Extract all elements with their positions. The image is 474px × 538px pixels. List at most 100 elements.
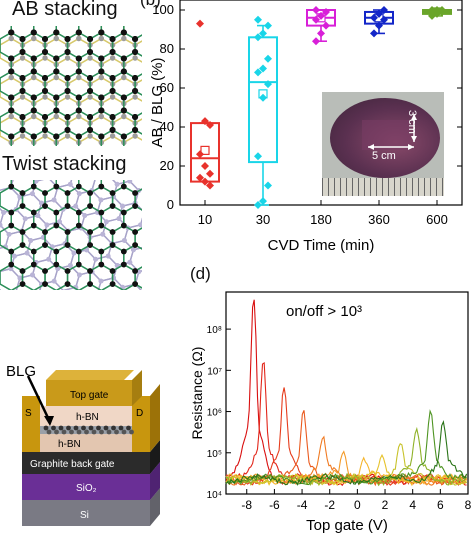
- atom: [30, 261, 37, 268]
- hexagon: [123, 51, 142, 79]
- atom: [64, 190, 71, 196]
- data-point: [206, 121, 214, 130]
- atom: [109, 55, 116, 61]
- atom: [19, 190, 26, 196]
- atom: [31, 113, 37, 120]
- atom: [64, 88, 71, 94]
- data-point: [380, 15, 388, 24]
- atom: [42, 94, 48, 100]
- atom: [132, 88, 139, 94]
- atom: [24, 250, 30, 256]
- y-tick-label: 40: [160, 119, 174, 134]
- atom: [64, 49, 71, 55]
- atom: [33, 180, 39, 184]
- atom: [0, 222, 3, 228]
- atom: [8, 55, 15, 62]
- atom: [8, 74, 14, 81]
- data-point: [196, 19, 204, 28]
- blg-atom: [46, 429, 52, 435]
- atom: [19, 133, 26, 139]
- atom: [76, 183, 82, 190]
- atom: [109, 94, 116, 100]
- data-point: [312, 6, 320, 14]
- atom: [132, 75, 139, 81]
- atom: [39, 200, 44, 206]
- dimension-arrows: [368, 114, 417, 150]
- atom: [109, 190, 116, 196]
- data-point: [322, 21, 330, 30]
- atom: [132, 49, 139, 55]
- x-tick-label: 4: [409, 498, 416, 512]
- atom: [76, 191, 82, 197]
- data-point: [201, 177, 209, 186]
- atom: [87, 88, 94, 94]
- lattice-layer: [0, 180, 142, 290]
- atom: [75, 55, 82, 62]
- atom: [75, 107, 82, 114]
- blg-atom: [66, 425, 71, 431]
- data-point: [375, 21, 383, 30]
- data-point: [254, 152, 262, 161]
- atom: [109, 242, 116, 248]
- resistance-curve: [225, 426, 468, 487]
- atom: [8, 222, 15, 229]
- atom: [84, 247, 89, 253]
- atom: [109, 281, 116, 287]
- y-tick-label: 0: [167, 197, 174, 212]
- atom: [109, 268, 116, 274]
- twist-stacking-lattice: [0, 180, 142, 290]
- atom: [103, 219, 109, 225]
- data-point: [206, 181, 214, 190]
- x-tick-label: 6: [437, 498, 444, 512]
- atom: [30, 183, 37, 190]
- atom: [76, 261, 82, 268]
- atom: [132, 190, 138, 196]
- y-tick-label: 20: [160, 158, 174, 173]
- x-tick-label: 30: [256, 212, 270, 227]
- atom: [53, 35, 59, 42]
- data-point: [254, 33, 262, 42]
- blg-atom: [76, 429, 82, 435]
- blg-atom: [99, 429, 104, 435]
- atom: [64, 114, 71, 120]
- atom: [17, 194, 23, 200]
- blg-atom: [114, 429, 119, 435]
- atom: [127, 259, 133, 265]
- atom: [109, 49, 116, 55]
- data-point: [259, 197, 267, 206]
- atom: [8, 209, 15, 216]
- atom: [30, 209, 37, 216]
- data-point: [264, 181, 272, 190]
- atom: [76, 222, 82, 229]
- data-point: [375, 9, 383, 18]
- blg-atom: [54, 429, 59, 435]
- atom: [42, 127, 49, 133]
- ab-stacking-title: AB stacking: [12, 0, 118, 20]
- data-point: [201, 117, 209, 126]
- atom: [105, 253, 111, 259]
- atom: [19, 55, 26, 61]
- atom: [87, 203, 93, 209]
- atom: [64, 55, 71, 61]
- atom: [42, 36, 49, 42]
- atom: [51, 197, 57, 203]
- atom: [42, 49, 49, 55]
- atom: [53, 55, 60, 62]
- blg-atom: [84, 429, 89, 435]
- wafer-photo-inset: 3 cm 5 cm: [322, 92, 444, 196]
- atom: [132, 36, 139, 42]
- atom: [42, 114, 49, 120]
- blg-atom: [91, 429, 97, 435]
- atom: [82, 213, 88, 218]
- atom: [121, 209, 127, 216]
- atom: [121, 35, 127, 42]
- plot-frame: [225, 291, 469, 495]
- atom: [19, 75, 26, 81]
- atom: [120, 107, 127, 114]
- atom: [30, 29, 37, 36]
- atom: [109, 36, 116, 42]
- atom: [87, 75, 94, 81]
- twist-stacking-title: Twist stacking: [2, 153, 127, 175]
- device-schematic: BLG Top gate h-BN h-BN Graphite back gat…: [6, 363, 160, 526]
- atom: [87, 94, 93, 100]
